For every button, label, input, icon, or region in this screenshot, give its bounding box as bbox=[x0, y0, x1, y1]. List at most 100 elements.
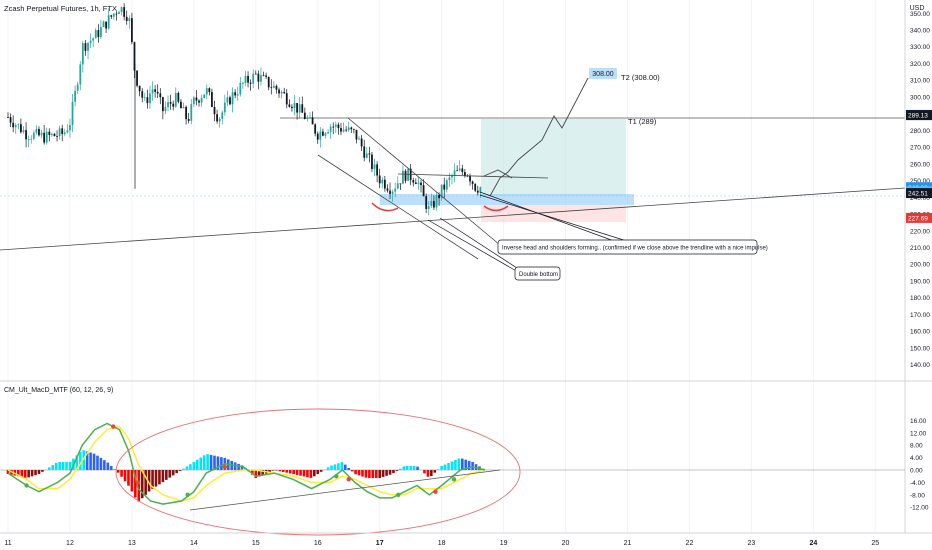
histogram-bar bbox=[147, 470, 151, 492]
histogram-bar bbox=[268, 470, 271, 473]
histogram-bar bbox=[282, 470, 285, 472]
candle-body bbox=[430, 201, 433, 207]
candle-body bbox=[422, 185, 425, 197]
candle-body bbox=[180, 101, 182, 109]
candle-body bbox=[474, 183, 477, 191]
histogram-bar bbox=[450, 461, 454, 470]
candle-body bbox=[241, 82, 244, 84]
histogram-bar bbox=[175, 470, 178, 474]
candle-body bbox=[360, 138, 363, 147]
candle-body bbox=[146, 97, 149, 104]
candle-body bbox=[151, 89, 154, 94]
candle-body bbox=[303, 112, 306, 119]
price-tick-label: 210.00 bbox=[910, 245, 930, 252]
candle-body bbox=[105, 21, 107, 29]
histogram-bar bbox=[333, 464, 337, 470]
histogram-bar bbox=[103, 460, 106, 470]
price-tick-label: 180.00 bbox=[910, 295, 930, 302]
price-tick-label: 150.00 bbox=[910, 345, 930, 352]
rising-trendline bbox=[0, 187, 906, 251]
candle-body bbox=[112, 13, 115, 17]
histogram-bar bbox=[381, 470, 385, 477]
histogram-bar bbox=[154, 470, 158, 487]
candle-body bbox=[322, 131, 324, 136]
candle-body bbox=[448, 177, 451, 181]
candle-body bbox=[187, 119, 190, 121]
price-tick-label: 270.00 bbox=[910, 145, 930, 152]
candle-body bbox=[435, 194, 438, 208]
histogram-bar bbox=[144, 470, 147, 495]
histogram-bar bbox=[113, 469, 116, 470]
histogram-bar bbox=[364, 470, 368, 478]
indicator-tick-label: 4.00 bbox=[910, 455, 923, 462]
time-tick-label: 15 bbox=[252, 540, 260, 547]
histogram-bar bbox=[399, 468, 402, 470]
histogram-bar bbox=[295, 470, 299, 475]
histogram-bar bbox=[326, 467, 330, 470]
candle-body bbox=[433, 201, 435, 208]
histogram-bar bbox=[165, 470, 168, 480]
histogram-bar bbox=[285, 470, 289, 473]
candle-body bbox=[451, 175, 453, 178]
indicator-tick-label: -4.00 bbox=[910, 480, 925, 487]
cross-dot bbox=[346, 477, 351, 482]
histogram-bar bbox=[471, 461, 474, 470]
histogram-bar bbox=[316, 470, 320, 475]
histogram-bar bbox=[51, 465, 55, 470]
indicator-axis[interactable]: 16.00 12.00 8.00 4.00 0.00 -4.00 -8.00 -12.00 bbox=[910, 418, 929, 512]
candle-body bbox=[136, 70, 138, 86]
candle-body bbox=[236, 94, 239, 96]
candle-body bbox=[347, 127, 350, 131]
histogram-bar bbox=[106, 462, 110, 470]
histogram-bar bbox=[405, 465, 409, 470]
histogram-bar bbox=[254, 470, 258, 479]
histogram-bar bbox=[82, 450, 86, 470]
candle-body bbox=[198, 100, 200, 103]
histogram-bar bbox=[319, 470, 323, 472]
histogram-bar bbox=[140, 470, 144, 499]
histogram-bar bbox=[202, 455, 206, 470]
histogram-bar bbox=[374, 470, 378, 479]
histogram-bar bbox=[378, 470, 381, 479]
candle-body bbox=[71, 101, 74, 126]
cross-dot bbox=[24, 483, 29, 488]
candle-body bbox=[32, 132, 35, 139]
time-tick-label: 18 bbox=[438, 540, 446, 547]
candle-body bbox=[350, 127, 353, 130]
time-axis[interactable]: 11 12 13 14 15 16 17 18 19 20 21 22 23 24 25 bbox=[4, 540, 879, 547]
candle-body bbox=[373, 164, 376, 169]
histogram-bar bbox=[137, 470, 141, 502]
cross-dot bbox=[396, 492, 401, 497]
candle-body bbox=[190, 104, 193, 121]
candle-body bbox=[260, 75, 262, 82]
candle-body bbox=[205, 88, 208, 95]
candle-body bbox=[376, 164, 379, 176]
candle-body bbox=[257, 73, 260, 82]
candle-body bbox=[296, 103, 298, 113]
histogram-bar bbox=[368, 470, 371, 479]
candle-body bbox=[131, 18, 133, 43]
candle-body bbox=[265, 75, 268, 77]
candle-body bbox=[445, 180, 448, 190]
indicator-tick-label: 16.00 bbox=[910, 418, 927, 425]
currency-label: USD bbox=[910, 5, 925, 12]
candle-body bbox=[213, 106, 216, 115]
candle-body bbox=[319, 131, 322, 140]
histogram-bar bbox=[189, 464, 192, 470]
candle-body bbox=[368, 153, 371, 155]
indicator-title: CM_Ult_MacD_MTF (60, 12, 26, 9) bbox=[4, 387, 113, 394]
histogram-bar bbox=[409, 465, 412, 470]
projection-path bbox=[489, 77, 589, 197]
candle-body bbox=[298, 104, 301, 113]
histogram-bar bbox=[168, 470, 172, 478]
candle-body bbox=[115, 13, 118, 15]
histogram-bar bbox=[134, 470, 137, 498]
candle-body bbox=[81, 43, 84, 65]
macd-line bbox=[7, 422, 486, 505]
callout-double-bottom: Double bottom bbox=[519, 272, 558, 278]
histogram-bar bbox=[412, 465, 416, 470]
price-tick-label: 140.00 bbox=[910, 362, 930, 369]
histogram-bar bbox=[54, 462, 58, 470]
candle-body bbox=[195, 97, 198, 101]
histogram-bar bbox=[423, 470, 426, 474]
